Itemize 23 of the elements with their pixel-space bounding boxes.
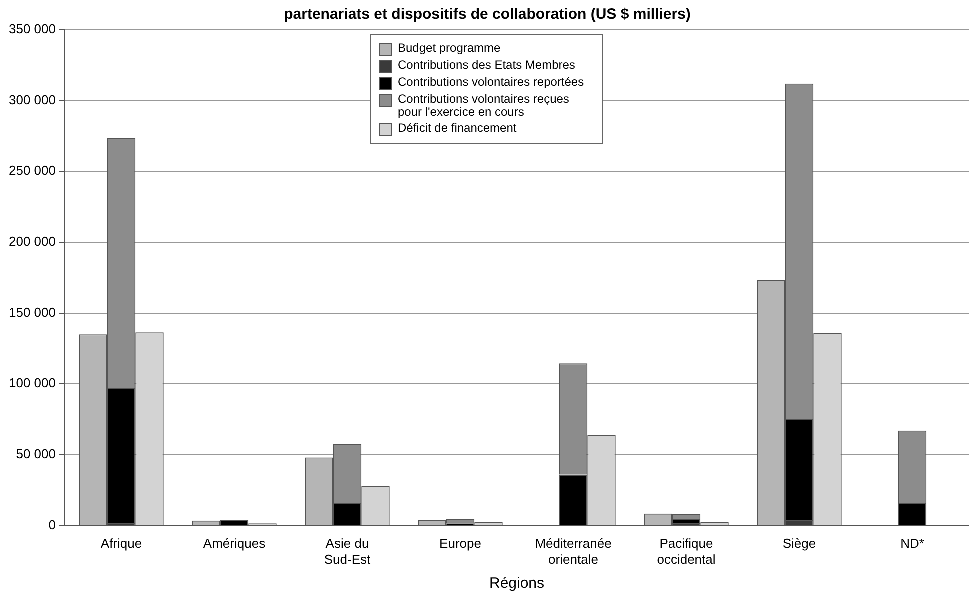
legend-label: Budget programme <box>398 41 501 55</box>
legend-label: Contributions des Etats Membres <box>398 58 576 72</box>
y-tick-label: 50 000 <box>16 446 56 462</box>
chart-title: partenariats et dispositifs de collaboration (US $ milliers) <box>284 6 691 24</box>
x-tick-label: Pacifique occidental <box>657 536 716 567</box>
legend-label: Contributions volontaires reportées <box>398 75 584 89</box>
x-tick-label: Afrique <box>100 536 142 552</box>
y-tick-label: 150 000 <box>8 304 56 320</box>
y-tick-label: 350 000 <box>8 22 56 37</box>
y-tick-label: 250 000 <box>8 163 56 178</box>
x-tick-label: Amériques <box>203 536 266 552</box>
x-tick-label: Siège <box>782 536 816 552</box>
legend-label: Contributions volontaires reçues pour l'exercice en cours <box>398 92 570 119</box>
y-tick-label: 100 000 <box>8 376 56 391</box>
y-tick-label: 200 000 <box>8 234 56 250</box>
x-tick-label: Asie du Sud-Est <box>324 536 371 567</box>
x-axis-title: Régions <box>489 575 545 592</box>
y-tick-label: 300 000 <box>8 92 56 108</box>
x-tick-label: ND* <box>900 536 924 552</box>
y-tick-label: 0 <box>48 517 56 532</box>
legend-label: Déficit de financement <box>398 121 517 135</box>
x-tick-label: Europe <box>440 536 482 552</box>
x-tick-label: Méditerranée orientale <box>535 536 612 567</box>
